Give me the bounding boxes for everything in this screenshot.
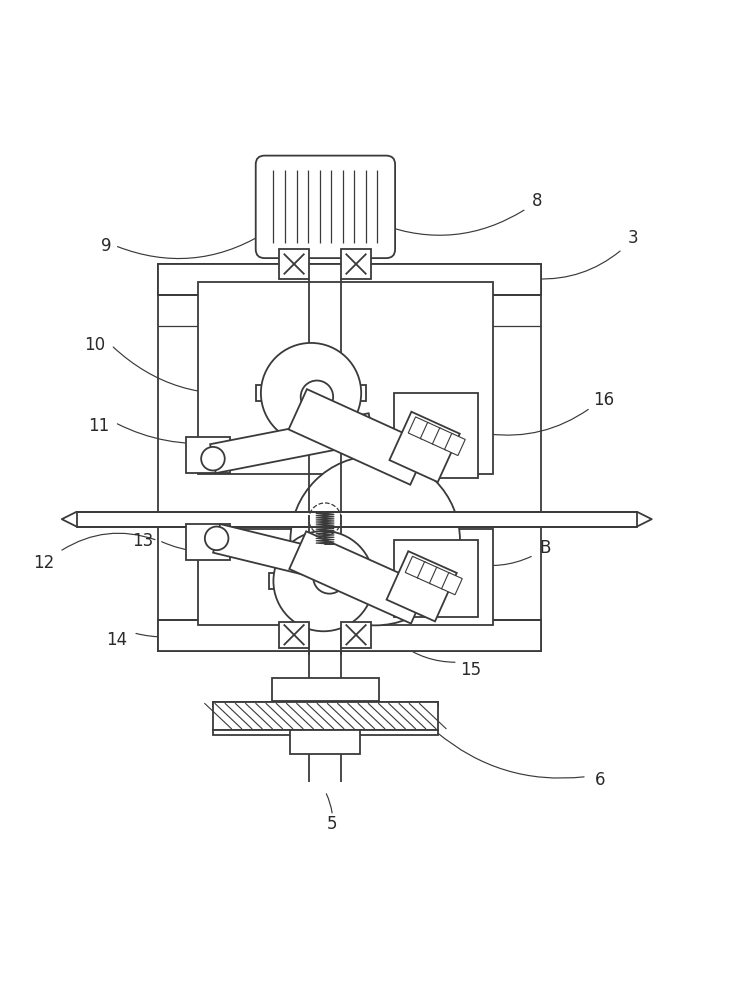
- Bar: [158, 620, 541, 651]
- FancyArrowPatch shape: [536, 251, 620, 279]
- Text: 11: 11: [88, 417, 109, 435]
- Bar: [394, 540, 478, 617]
- Bar: [158, 515, 541, 651]
- Circle shape: [261, 343, 361, 443]
- FancyBboxPatch shape: [256, 156, 395, 258]
- Text: B: B: [539, 539, 551, 557]
- FancyArrowPatch shape: [62, 533, 155, 550]
- Text: 12: 12: [33, 554, 54, 572]
- Text: 16: 16: [593, 391, 614, 409]
- Bar: [279, 249, 309, 279]
- Bar: [341, 622, 371, 648]
- FancyArrowPatch shape: [436, 732, 584, 778]
- Polygon shape: [213, 524, 372, 590]
- Bar: [269, 573, 290, 589]
- Polygon shape: [408, 417, 429, 439]
- Text: 5: 5: [327, 815, 337, 833]
- Polygon shape: [421, 422, 441, 445]
- Circle shape: [314, 561, 345, 594]
- Polygon shape: [210, 413, 374, 473]
- Bar: [198, 282, 493, 474]
- Bar: [290, 547, 357, 615]
- Bar: [158, 264, 541, 295]
- FancyArrowPatch shape: [117, 424, 218, 444]
- Bar: [77, 512, 637, 527]
- Text: 3: 3: [628, 229, 638, 247]
- Circle shape: [273, 531, 374, 631]
- Bar: [198, 529, 493, 625]
- Bar: [345, 385, 366, 401]
- Polygon shape: [418, 562, 438, 584]
- Circle shape: [301, 381, 333, 413]
- Bar: [256, 385, 277, 401]
- Polygon shape: [441, 573, 462, 595]
- Text: 10: 10: [85, 336, 106, 354]
- Bar: [357, 573, 378, 589]
- Bar: [186, 524, 230, 560]
- FancyArrowPatch shape: [489, 409, 588, 435]
- FancyArrowPatch shape: [117, 234, 262, 259]
- FancyArrowPatch shape: [326, 794, 332, 813]
- Polygon shape: [405, 556, 426, 578]
- FancyArrowPatch shape: [381, 210, 524, 235]
- Bar: [186, 437, 230, 473]
- Polygon shape: [289, 531, 428, 624]
- FancyArrowPatch shape: [136, 632, 195, 637]
- Text: 9: 9: [101, 237, 111, 255]
- Circle shape: [205, 527, 228, 550]
- Bar: [394, 393, 478, 478]
- Bar: [213, 702, 438, 706]
- Text: 15: 15: [461, 661, 481, 679]
- Circle shape: [201, 447, 224, 471]
- Bar: [291, 730, 360, 754]
- Circle shape: [291, 456, 460, 625]
- Polygon shape: [444, 433, 465, 456]
- Bar: [213, 702, 438, 730]
- Polygon shape: [386, 551, 457, 621]
- Polygon shape: [389, 412, 460, 482]
- FancyArrowPatch shape: [400, 643, 455, 662]
- FancyArrowPatch shape: [113, 347, 258, 394]
- Text: 13: 13: [132, 532, 154, 550]
- Bar: [279, 622, 309, 648]
- Bar: [213, 730, 438, 735]
- Text: 6: 6: [595, 771, 606, 789]
- FancyArrowPatch shape: [162, 542, 236, 552]
- Polygon shape: [288, 389, 429, 485]
- Text: 8: 8: [532, 192, 542, 210]
- FancyArrowPatch shape: [470, 557, 531, 566]
- Bar: [272, 678, 379, 701]
- Polygon shape: [432, 428, 453, 450]
- Text: 14: 14: [106, 631, 128, 649]
- Bar: [158, 264, 541, 518]
- Polygon shape: [429, 567, 450, 589]
- Bar: [277, 359, 345, 427]
- Bar: [341, 249, 371, 279]
